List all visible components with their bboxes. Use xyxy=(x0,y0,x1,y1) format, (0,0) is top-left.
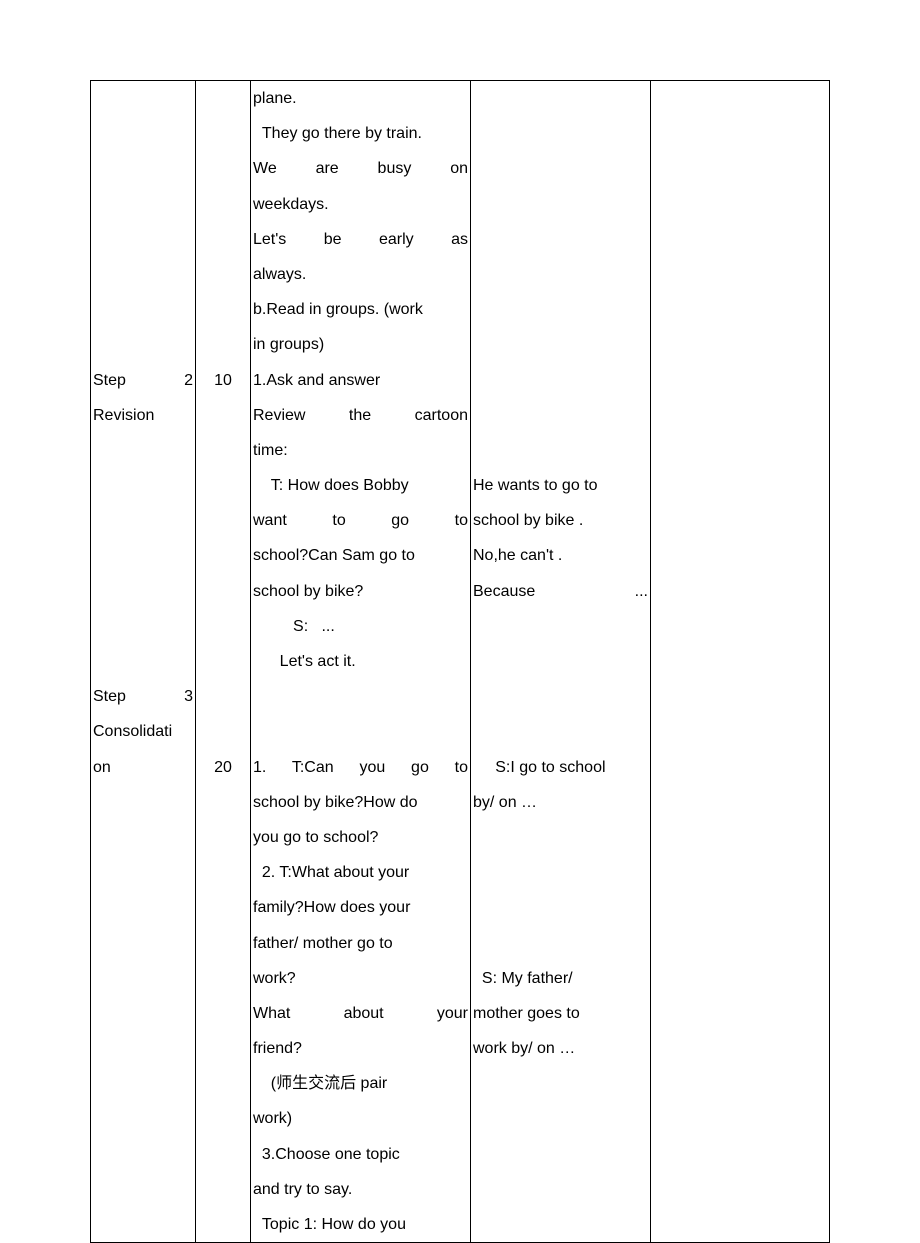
step-number: 2 xyxy=(184,363,193,398)
student-line xyxy=(473,327,648,362)
teacher-line: friend? xyxy=(253,1031,468,1066)
student-line: work by/ on … xyxy=(473,1031,648,1066)
teacher-line: What about your xyxy=(253,996,468,1031)
step-2-label: Step 2 xyxy=(93,363,193,398)
time-value-2: 20 xyxy=(198,750,248,785)
student-line xyxy=(473,714,648,749)
student-line: by/ on … xyxy=(473,785,648,820)
student-line: S: My father/ xyxy=(473,961,648,996)
teacher-line: b.Read in groups. (work xyxy=(253,292,468,327)
student-line xyxy=(473,257,648,292)
lesson-plan-table: Step 2 Revision Step 3 Consolidati on xyxy=(90,80,830,1243)
student-line xyxy=(473,222,648,257)
student-line xyxy=(473,81,648,116)
student-line xyxy=(473,187,648,222)
teacher-line: father/ mother go to xyxy=(253,926,468,961)
student-line: mother goes to xyxy=(473,996,648,1031)
teacher-line: family?How does your xyxy=(253,890,468,925)
step-word: Step xyxy=(93,679,126,714)
student-line xyxy=(473,116,648,151)
teacher-line: 1.Ask and answer xyxy=(253,363,468,398)
student-line xyxy=(473,398,648,433)
student-line xyxy=(473,926,648,961)
teacher-line: We are busy on xyxy=(253,151,468,186)
student-line xyxy=(473,292,648,327)
teacher-line: Let's act it. xyxy=(253,644,468,679)
teacher-line: S: ... xyxy=(253,609,468,644)
student-line xyxy=(473,644,648,679)
teacher-line: Review the cartoon xyxy=(253,398,468,433)
teacher-line: and try to say. xyxy=(253,1172,468,1207)
teacher-line: school by bike? xyxy=(253,574,468,609)
teacher-line: 1. T:Can you go to xyxy=(253,750,468,785)
student-line xyxy=(473,679,648,714)
step-3-title-line1: Consolidati xyxy=(93,714,193,749)
teacher-line: want to go to xyxy=(253,503,468,538)
student-line xyxy=(473,363,648,398)
teacher-line: T: How does Bobby xyxy=(253,468,468,503)
student-line xyxy=(473,151,648,186)
teacher-line: time: xyxy=(253,433,468,468)
step-column-cell: Step 2 Revision Step 3 Consolidati on xyxy=(91,81,196,1243)
table-row: Step 2 Revision Step 3 Consolidati on xyxy=(91,81,830,1243)
teacher-line: school by bike?How do xyxy=(253,785,468,820)
teacher-line: They go there by train. xyxy=(253,116,468,151)
student-line: No,he can't . xyxy=(473,538,648,573)
student-activity-cell: He wants to go toschool by bike .No,he c… xyxy=(471,81,651,1243)
teacher-line: (师生交流后 pair xyxy=(253,1066,468,1101)
teacher-line: weekdays. xyxy=(253,187,468,222)
student-line: He wants to go to xyxy=(473,468,648,503)
teacher-line: you go to school? xyxy=(253,820,468,855)
teacher-line: Topic 1: How do you xyxy=(253,1207,468,1242)
student-line xyxy=(473,433,648,468)
teacher-line: in groups) xyxy=(253,327,468,362)
student-line: school by bike . xyxy=(473,503,648,538)
student-line xyxy=(473,609,648,644)
teacher-line xyxy=(253,714,468,749)
step-2-title: Revision xyxy=(93,398,193,433)
teacher-line: Let's be early as xyxy=(253,222,468,257)
step-3-title-line2: on xyxy=(93,750,193,785)
teacher-line: 3.Choose one topic xyxy=(253,1137,468,1172)
teacher-activity-cell: plane. They go there by train.We are bus… xyxy=(251,81,471,1243)
time-column-cell: 10 20 xyxy=(196,81,251,1243)
student-line xyxy=(473,855,648,890)
step-3-label: Step 3 xyxy=(93,679,193,714)
notes-cell xyxy=(651,81,830,1243)
student-line xyxy=(473,890,648,925)
step-word: Step xyxy=(93,363,126,398)
teacher-line: work) xyxy=(253,1101,468,1136)
student-line: Because ... xyxy=(473,574,648,609)
teacher-line: school?Can Sam go to xyxy=(253,538,468,573)
student-line xyxy=(473,820,648,855)
teacher-line: work? xyxy=(253,961,468,996)
page-container: Step 2 Revision Step 3 Consolidati on xyxy=(0,0,920,1183)
student-line: S:I go to school xyxy=(473,750,648,785)
teacher-line: always. xyxy=(253,257,468,292)
teacher-line: 2. T:What about your xyxy=(253,855,468,890)
teacher-line: plane. xyxy=(253,81,468,116)
step-number: 3 xyxy=(184,679,193,714)
teacher-line xyxy=(253,679,468,714)
time-value-1: 10 xyxy=(198,363,248,398)
